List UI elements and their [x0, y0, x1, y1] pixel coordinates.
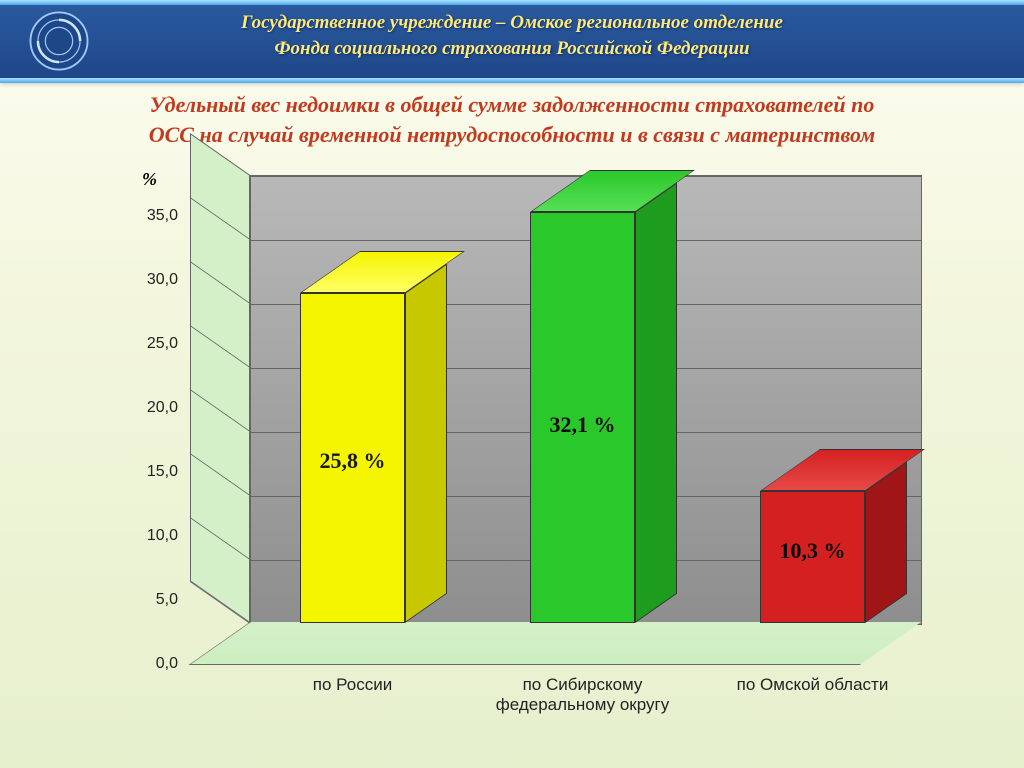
y-tick-label: 0,0 [128, 655, 178, 673]
y-tick-label: 20,0 [128, 399, 178, 417]
y-axis-unit: % [142, 169, 157, 190]
bar: 10,3 % [760, 491, 865, 623]
header-line1: Государственное учреждение – Омское реги… [0, 10, 1024, 36]
header-line2: Фонда социального страхования Российской… [0, 36, 1024, 62]
bar-value-label: 32,1 % [530, 412, 635, 438]
y-tick-label: 10,0 [128, 527, 178, 545]
y-tick-label: 15,0 [128, 463, 178, 481]
header-banner: Государственное учреждение – Омское реги… [0, 0, 1024, 80]
side-wall [190, 175, 250, 665]
header-title: Государственное учреждение – Омское реги… [0, 0, 1024, 61]
y-tick-label: 30,0 [128, 271, 178, 289]
y-tick-label: 35,0 [128, 207, 178, 225]
x-category-label: по Сибирскомуфедеральному округу [480, 675, 685, 716]
x-category-label: по Омской области [710, 675, 915, 695]
org-emblem [28, 10, 90, 72]
y-tick-label: 25,0 [128, 335, 178, 353]
header-stripe-bottom [0, 78, 1024, 83]
bar-value-label: 25,8 % [300, 448, 405, 474]
bar: 32,1 % [530, 212, 635, 623]
bar-value-label: 10,3 % [760, 538, 865, 564]
bar: 25,8 % [300, 293, 405, 623]
x-category-label: по России [250, 675, 455, 695]
title-line2: ОСС на случай временной нетрудоспособнос… [149, 122, 876, 147]
header-stripe-top [0, 0, 1024, 5]
title-line1: Удельный вес недоимки в общей сумме задо… [150, 92, 875, 117]
chart-floor [189, 622, 921, 665]
plot-area: 25,8 % 32,1 % 10,3 % [190, 175, 920, 665]
y-tick-label: 5,0 [128, 591, 178, 609]
bar-chart-3d: 0,05,010,015,020,025,030,035,0 % 25,8 %3… [130, 175, 920, 715]
